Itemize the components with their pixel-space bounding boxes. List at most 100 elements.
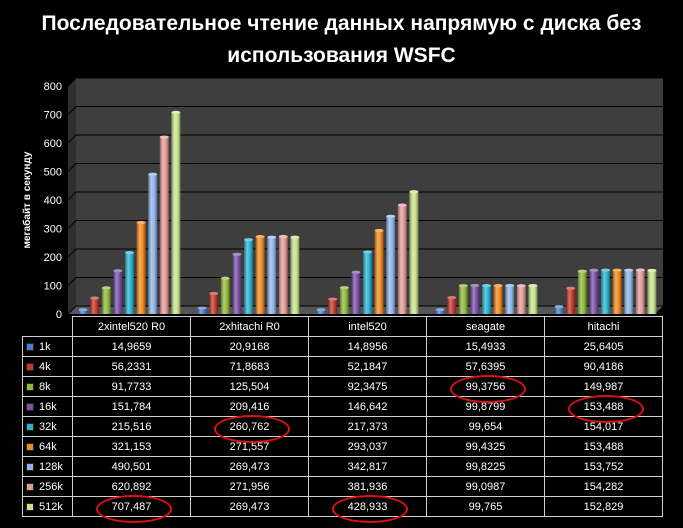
bar-64k-4 xyxy=(493,284,503,314)
data-label: 99,654 xyxy=(426,416,545,437)
legend-entry: 128k xyxy=(22,456,73,477)
legend-entry: 8k xyxy=(22,376,73,397)
data-label: 321,153 xyxy=(72,436,191,457)
bar-128k-4 xyxy=(505,283,515,314)
data-label: 99,8225 xyxy=(426,456,545,477)
data-label: 15,4933 xyxy=(426,336,545,357)
data-label: 154,282 xyxy=(544,476,663,497)
bar-32k-5 xyxy=(601,268,610,314)
chart-title: Последовательное чтение данных напрямую … xyxy=(41,12,642,67)
series-name: 1k xyxy=(39,340,51,353)
data-label: 153,488 xyxy=(544,436,663,457)
bar-32k-2 xyxy=(244,238,253,314)
bar-64k-3 xyxy=(374,228,384,314)
legend-swatch xyxy=(26,482,34,491)
bar-64k-5 xyxy=(612,268,622,314)
table-row: 32k 215,516 260,762 217,373 99,654 154,017 xyxy=(22,416,663,437)
y-tick-label: 800 xyxy=(44,81,62,93)
table-corner xyxy=(23,317,73,337)
legend-swatch xyxy=(26,342,34,351)
bar-64k-2 xyxy=(255,235,265,314)
bar-16k-5 xyxy=(589,268,599,314)
bar-512k-3 xyxy=(409,190,419,314)
data-label: 91,7733 xyxy=(72,376,191,397)
bar-1k-5 xyxy=(554,305,564,314)
bar-512k-5 xyxy=(647,268,657,314)
bar-4k-3 xyxy=(328,297,338,314)
bar-8k-3 xyxy=(339,286,349,314)
category-label: hitachi xyxy=(544,316,663,337)
bar-128k-5 xyxy=(624,268,634,314)
data-label: 125,504 xyxy=(190,376,309,397)
data-label: 269,473 xyxy=(190,456,309,477)
data-label: 151,784 xyxy=(72,396,191,417)
legend-entry: 32k xyxy=(22,416,73,437)
data-label: 381,936 xyxy=(308,476,427,497)
legend-swatch xyxy=(26,402,34,411)
series-name: 8k xyxy=(39,380,51,393)
bar-1k-3 xyxy=(316,308,326,314)
table-row: 64k 321,153 271,557 293,037 99,4325 153,488 xyxy=(22,436,663,457)
bar-4k-2 xyxy=(209,291,219,314)
data-label: 154,017 xyxy=(544,416,663,437)
data-label: 217,373 xyxy=(308,416,427,437)
legend-swatch xyxy=(26,442,34,451)
gridline xyxy=(67,220,663,229)
table-header-row: 2xintel520 R0 2xhitachi R0 intel520 seagate… xyxy=(23,316,663,337)
bar-32k-1 xyxy=(125,250,134,314)
bar-16k-2 xyxy=(232,252,242,314)
series-name: 32k xyxy=(39,420,57,433)
bar-8k-1 xyxy=(101,286,111,314)
y-axis-label: мегабайт в секунду xyxy=(21,151,33,248)
data-label: 152,829 xyxy=(544,496,663,517)
data-label: 707,487 xyxy=(72,496,191,517)
gridline xyxy=(67,106,663,115)
bar-4k-1 xyxy=(90,296,100,314)
gridline xyxy=(67,134,663,144)
legend-entry: 256k xyxy=(22,476,73,497)
table-row: 8k 91,7733 125,504 92,3475 99,3756 149,987 xyxy=(22,376,663,397)
data-label: 52,1847 xyxy=(308,356,427,377)
bar-8k-2 xyxy=(220,276,230,314)
legend-entry: 512k xyxy=(22,496,73,517)
table-row: 128k 490,501 269,473 342,817 99,8225 153,752 xyxy=(22,456,663,477)
y-tick-label: 700 xyxy=(44,110,62,122)
category-label: seagate xyxy=(426,316,545,337)
data-table: 2xintel520 R0 2xhitachi R0 intel520 seagate… xyxy=(22,316,663,517)
gridline xyxy=(67,277,663,286)
series-name: 512k xyxy=(39,500,63,513)
bar-64k-1 xyxy=(136,220,146,314)
bar-16k-4 xyxy=(470,283,480,314)
y-tick-label: 300 xyxy=(44,224,62,236)
data-label: 209,416 xyxy=(190,396,309,417)
data-label: 620,892 xyxy=(72,476,191,497)
bar-8k-5 xyxy=(577,269,587,314)
y-tick-label: 400 xyxy=(44,195,62,207)
bar-256k-5 xyxy=(635,268,645,314)
data-label: 99,3756 xyxy=(426,376,545,397)
bar-256k-3 xyxy=(397,203,407,314)
gridline xyxy=(67,77,663,87)
gridline xyxy=(67,191,663,201)
series-name: 128k xyxy=(39,460,63,473)
data-label: 99,8799 xyxy=(426,396,545,417)
data-label: 14,8956 xyxy=(308,336,427,357)
bar-512k-4 xyxy=(528,283,538,314)
data-label: 25,6405 xyxy=(544,336,663,357)
series-name: 16k xyxy=(39,400,57,413)
category-label: 2xintel520 R0 xyxy=(72,316,191,337)
category-label: 2xhitachi R0 xyxy=(190,316,309,337)
legend-entry: 16k xyxy=(22,396,73,417)
bar-1k-4 xyxy=(435,307,445,314)
bar-128k-1 xyxy=(148,172,158,314)
data-label: 20,9168 xyxy=(190,336,309,357)
legend-entry: 1k xyxy=(22,336,73,357)
bar-512k-2 xyxy=(290,235,300,314)
data-label: 57,6395 xyxy=(426,356,545,377)
bar-16k-3 xyxy=(351,270,361,314)
bar-256k-1 xyxy=(159,135,169,314)
data-label: 428,933 xyxy=(308,496,427,517)
table-row: 1k 14,9659 20,9168 14,8956 15,4933 25,6405 xyxy=(22,336,663,357)
legend-swatch xyxy=(26,462,34,471)
data-label: 271,956 xyxy=(190,476,309,497)
